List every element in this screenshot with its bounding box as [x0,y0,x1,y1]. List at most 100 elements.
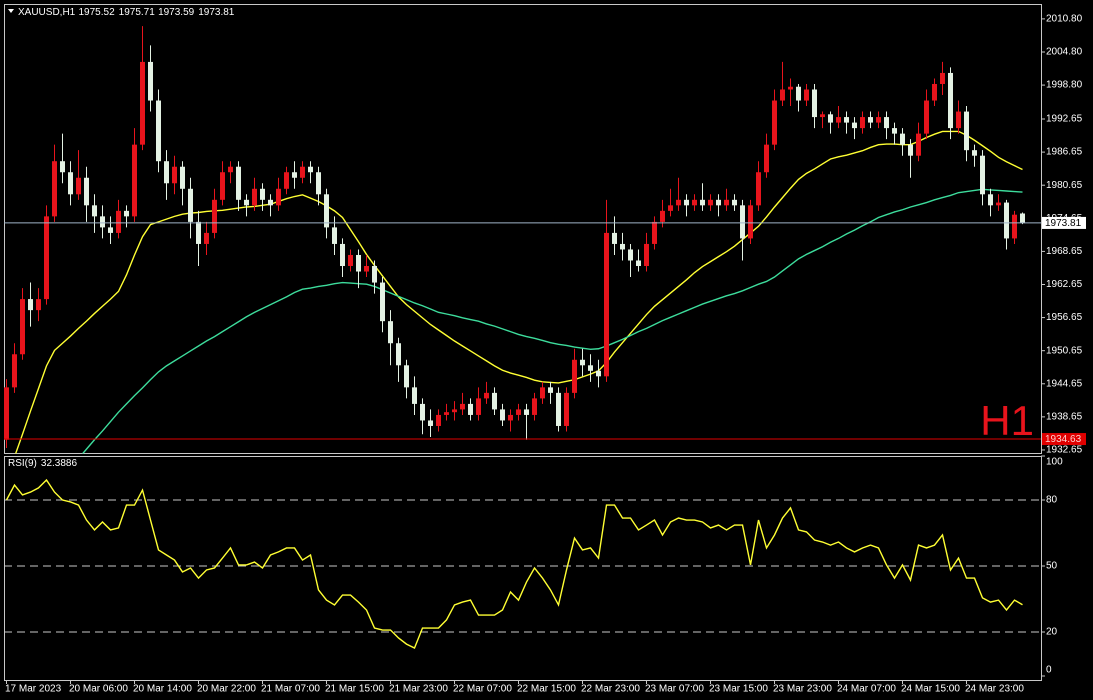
candle-body [196,221,201,244]
candle-body [412,387,417,404]
candle-body [340,243,345,267]
candle-body [260,188,265,200]
candle-body [1012,214,1017,239]
candle-body [252,188,257,206]
candle-body [164,161,169,184]
candle-body [236,166,241,200]
candle-body [468,403,473,415]
candle-body [92,205,97,217]
price-label: 1934.63 [1045,434,1082,445]
symbol-title: XAUUSD,H1 [18,7,76,18]
candle-body [292,172,297,178]
candle-body [404,365,409,388]
candle-body [564,392,569,426]
moving-average [81,188,1023,454]
symbol-header: XAUUSD,H1 1975.52 1975.71 1973.59 1973.81 [18,7,235,18]
price-label: 1973.81 [1045,218,1082,229]
y-tick-label: 2004.80 [1046,47,1083,58]
candle-body [740,205,745,239]
candle-body [444,412,449,415]
rsi-line [5,478,1023,650]
candle-body [940,72,945,84]
price-pane-frame [4,4,1042,454]
x-tick-label: 23 Mar 23:00 [773,684,832,695]
candle-body [484,392,489,399]
candle-body [596,370,601,377]
candle-body [132,144,137,217]
candle-body [764,144,769,173]
timeframe-label: H1 [980,397,1034,444]
candle-body [820,114,825,118]
candle-body [460,403,465,410]
y-tick-label: 1950.65 [1046,345,1083,356]
candle-body [492,392,497,410]
rsi-plot [5,478,1023,650]
candle-body [772,100,777,145]
candle-body [828,114,833,123]
open-price: 1975.52 [79,7,116,18]
candle-body [508,414,513,421]
candle-body [108,227,113,233]
candle-body [860,117,865,129]
candle-body [124,210,129,217]
candle-body [188,188,193,222]
candle-body [612,232,617,244]
x-tick-label: 22 Mar 15:00 [517,684,576,695]
symbol-menu-arrow [8,9,14,13]
price-plot [14,130,1023,454]
candle-body [180,166,185,189]
candle-body [628,249,633,261]
price-label-box [1042,216,1086,229]
candle-body [452,409,457,413]
candle-body [908,144,913,156]
candle-body [572,359,577,393]
candle-body [980,155,985,195]
candle-body [396,343,401,366]
candle-body [220,172,225,200]
candle-body [916,133,921,156]
candle-body [44,216,49,300]
candle-body [652,221,657,244]
candle-body [708,199,713,206]
price-label-box [1042,433,1086,446]
candle-body [900,133,905,145]
candle-body [924,100,929,134]
candle-body [548,387,553,393]
candle-body [748,205,753,239]
candle-body [84,177,89,206]
candle-body [1020,213,1025,223]
candle-body [52,161,57,217]
candle-body [476,398,481,415]
x-tick-label: 17 Mar 2023 [5,684,62,695]
candle-body [172,166,177,184]
candle-body [644,243,649,267]
candle-body [588,365,593,371]
high-price: 1975.71 [119,7,156,18]
candle-body [876,117,881,123]
rsi-header: RSI(9) 32.3886 [8,458,77,469]
candle-body [148,61,153,101]
candle-body [788,86,793,90]
candle-body [988,194,993,206]
candle-body [324,194,329,228]
candle-body [532,398,537,415]
candle-body [420,403,425,421]
y-tick-label: 1956.65 [1046,312,1083,323]
candle-body [556,392,561,426]
candle-body [388,321,393,344]
candle-body [300,166,305,178]
candle-body [212,199,217,233]
candle-body [1004,202,1009,239]
candle-body [68,172,73,195]
candle-body [436,414,441,426]
x-tick-label: 22 Mar 23:00 [581,684,640,695]
candle-body [268,199,273,206]
candle-body [332,227,337,244]
x-tick-label: 21 Mar 23:00 [389,684,448,695]
candle-body [524,409,529,415]
y-tick-label: 1968.65 [1046,246,1083,257]
